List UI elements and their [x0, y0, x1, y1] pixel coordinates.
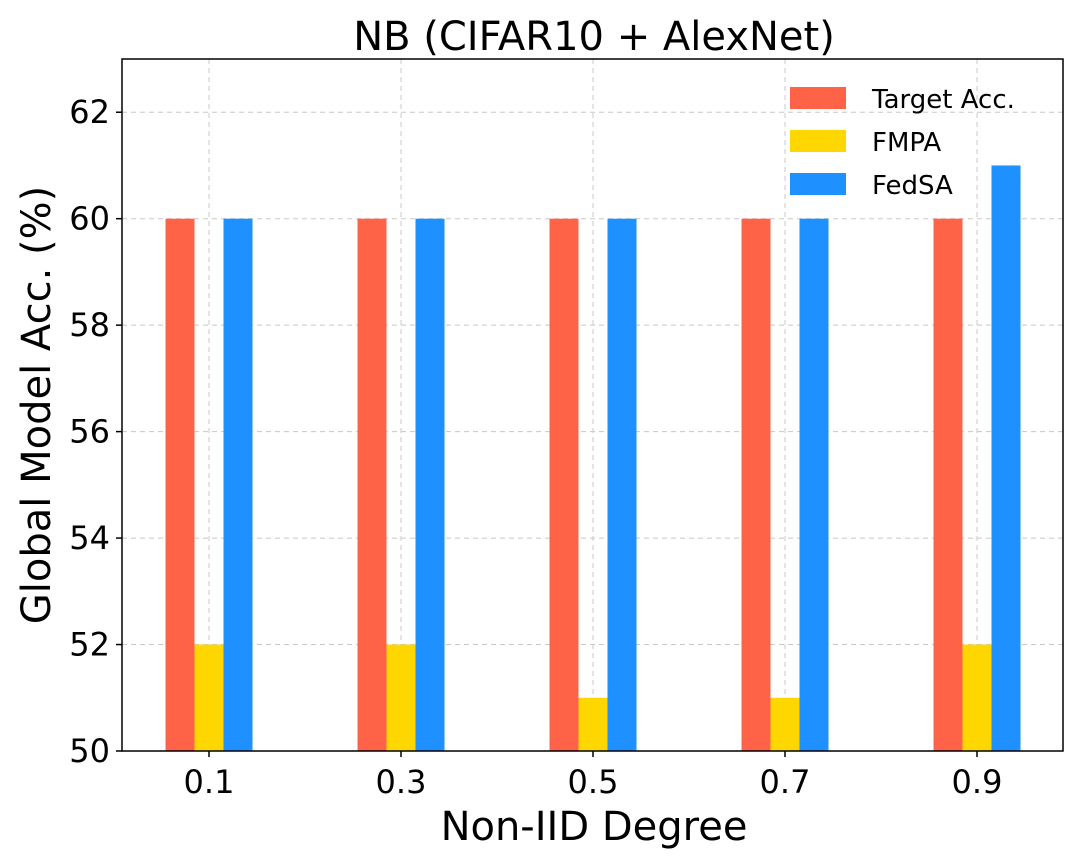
x-tick-label: 0.5 — [568, 763, 619, 801]
chart-title: NB (CIFAR10 + AlexNet) — [353, 14, 835, 60]
legend-label: Target Acc. — [871, 85, 1015, 115]
bar-fmpa-0.5 — [578, 697, 608, 751]
bars — [165, 165, 1021, 751]
y-tick-label: 60 — [69, 200, 110, 238]
x-axis-ticks: 0.1 0.3 0.5 0.7 0.9 — [184, 751, 1003, 801]
y-tick-label: 56 — [69, 413, 110, 451]
x-tick-label: 0.9 — [952, 763, 1003, 801]
bar-fedsa-0.7 — [799, 218, 829, 751]
bar-fmpa-0.1 — [194, 644, 224, 751]
y-tick-label: 54 — [69, 519, 110, 557]
legend-label: FedSA — [872, 171, 953, 201]
y-axis-ticks: 50 52 54 56 58 60 62 — [69, 93, 122, 770]
x-tick-label: 0.3 — [376, 763, 427, 801]
bar-target-acc-0.5 — [549, 218, 579, 751]
bar-fmpa-0.7 — [770, 697, 800, 751]
bar-target-acc-0.9 — [933, 218, 963, 751]
y-tick-label: 58 — [69, 306, 110, 344]
bar-fedsa-0.1 — [223, 218, 253, 751]
legend-swatch — [790, 173, 846, 195]
legend-label: FMPA — [872, 128, 941, 158]
y-tick-label: 52 — [69, 626, 110, 664]
legend-swatch — [790, 87, 846, 109]
bar-fmpa-0.9 — [962, 644, 992, 751]
bar-fedsa-0.9 — [991, 165, 1021, 751]
legend: Target Acc. FMPA FedSA — [790, 85, 1015, 201]
bar-fmpa-0.3 — [386, 644, 416, 751]
legend-swatch — [790, 130, 846, 152]
y-tick-label: 50 — [69, 732, 110, 770]
bar-fedsa-0.3 — [415, 218, 445, 751]
bar-fedsa-0.5 — [607, 218, 637, 751]
bar-target-acc-0.3 — [357, 218, 387, 751]
bar-target-acc-0.1 — [165, 218, 195, 751]
x-tick-label: 0.1 — [184, 763, 235, 801]
grid-lines — [122, 59, 1063, 752]
x-tick-label: 0.7 — [760, 763, 811, 801]
x-axis-label: Non-IID Degree — [441, 804, 748, 850]
y-axis-label: Global Model Acc. (%) — [14, 186, 60, 624]
bar-target-acc-0.7 — [741, 218, 771, 751]
y-tick-label: 62 — [69, 93, 110, 131]
